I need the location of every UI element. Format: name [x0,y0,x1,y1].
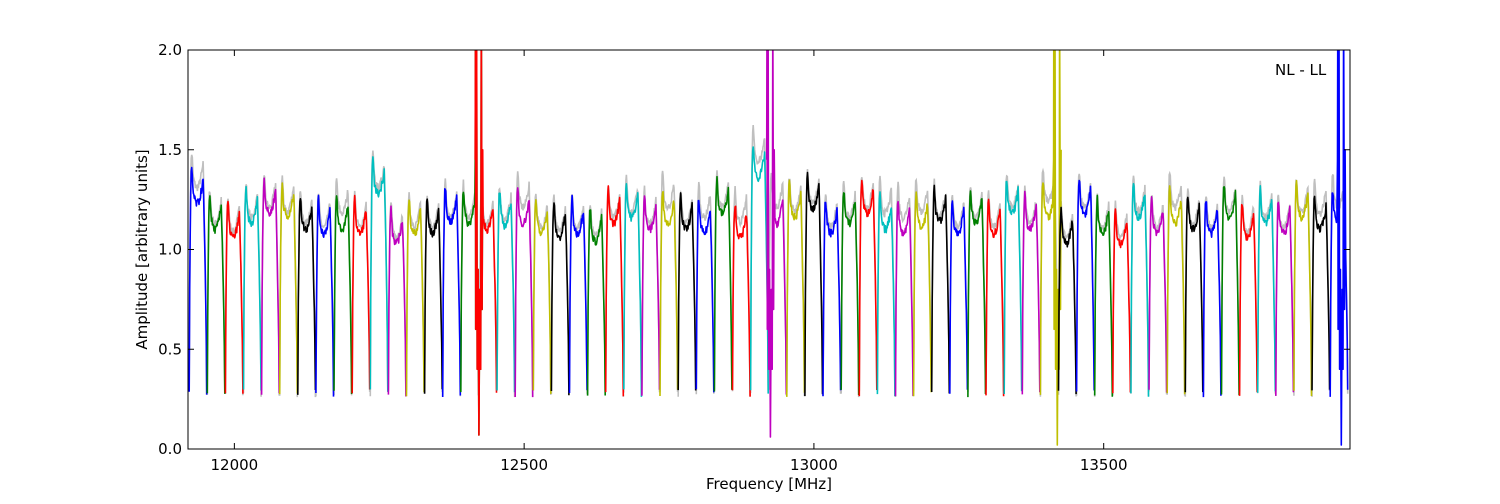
x-axis-label: Frequency [MHz] [706,475,832,493]
channel-trace [441,188,462,398]
channel-trace [1293,179,1313,397]
channel-trace [1021,190,1041,395]
channel-trace [532,199,552,394]
channel-trace [369,156,389,392]
channel-trace [1003,180,1023,395]
channel-trace [894,200,914,397]
channel-trace [1130,182,1150,397]
y-tick-label: 1.5 [158,141,182,159]
x-tick-label: 12500 [500,456,548,474]
reference-trace-channel [695,181,715,395]
channel-trace [623,183,643,397]
channel-trace [387,205,407,397]
y-tick-label: 0.0 [158,440,182,458]
channel-trace [804,171,824,397]
channel-trace [876,191,896,397]
channel-trace [206,195,226,394]
channel-trace [315,194,335,397]
channel-trace [785,179,806,397]
panel-annotation: NL - LL [1275,61,1327,79]
x-tick-label: 13500 [1080,456,1128,474]
channel-trace [1329,50,1349,446]
channel-trace [1039,50,1062,446]
channel-trace [1093,194,1114,397]
reference-trace-channel [514,171,534,398]
channel-trace [659,190,679,397]
y-tick-label: 1.0 [158,241,182,259]
channel-trace [912,191,932,397]
channel-trace [188,166,208,395]
channel-trace [858,179,878,397]
channel-trace [242,185,262,391]
channel-trace [604,185,625,397]
channel-trace [1311,195,1331,391]
channel-trace [677,192,697,391]
channel-trace [224,200,244,394]
y-tick-label: 0.5 [158,340,182,358]
x-tick-label: 12000 [211,456,259,474]
reference-trace-channel [876,175,896,392]
channel-trace [1184,196,1204,393]
channel-trace [474,50,498,436]
channel-trace [1057,206,1077,395]
channel-trace [405,199,425,397]
reference-trace-channel [731,186,751,397]
channel-trace [550,202,570,396]
channel-trace [496,192,516,393]
channel-trace [260,177,280,395]
channel-trace [296,198,317,395]
channel-trace [840,192,860,396]
reference-trace-channel [912,177,932,392]
channel-trace [1256,185,1277,393]
channel-trace [1220,186,1240,396]
axis-layer: 12000 12500 13000 13500 0.0 0.5 1.0 1.5 2.0 [158,41,1351,474]
channel-trace [423,198,443,394]
channel-trace [333,195,353,395]
y-tick-label: 2.0 [158,41,182,59]
channel-trace [351,194,371,394]
x-tick-label: 13000 [790,456,838,474]
channel-trace [731,205,751,397]
channel-trace [1075,179,1095,392]
channel-trace [1238,203,1258,396]
channel-trace [949,200,969,394]
channel-trace [641,195,661,396]
y-axis-label: Amplitude [arbitrary units] [133,149,151,349]
channel-trace [822,201,842,397]
channel-trace [278,182,299,395]
series-layer [188,50,1349,446]
channel-trace [930,184,951,394]
channel-trace [765,50,788,438]
channel-trace [514,187,534,398]
channel-trace [695,199,715,393]
channel-trace [985,198,1005,397]
channel-trace [1112,208,1132,394]
channel-trace [586,209,606,396]
channel-trace [1202,201,1222,398]
channel-trace [1275,201,1295,396]
channel-trace [713,175,733,392]
channel-trace [568,194,588,394]
channel-trace [967,190,987,398]
channel-trace [749,146,769,394]
channel-trace [1148,196,1168,393]
channel-trace [1166,185,1186,395]
